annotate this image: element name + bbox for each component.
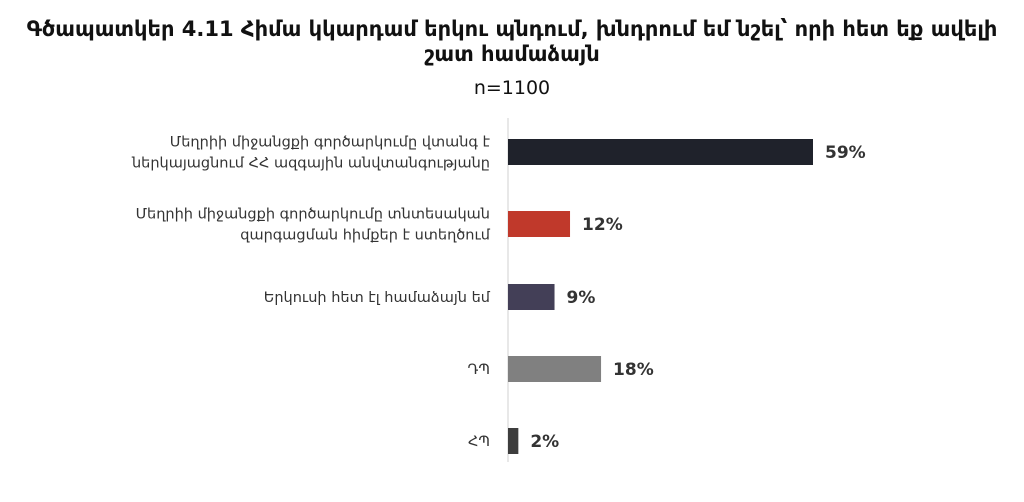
category-label-line: զարգացման հիմքեր է ստեղծում <box>240 228 491 244</box>
value-label-4: 2% <box>530 432 559 452</box>
category-label-line: ներկայացնում ՀՀ ազգային անվտանգությանը <box>131 156 490 172</box>
value-label-0: 59% <box>825 143 866 163</box>
category-label-line: Մեղրիի միջանցքի գործարկումը վտանգ է <box>170 135 491 151</box>
value-label-3: 18% <box>613 360 654 380</box>
category-label-4: ՀՊ <box>468 434 490 450</box>
category-label-0: Մեղրիի միջանցքի գործարկումը վտանգ է ներկա… <box>131 135 491 172</box>
category-label-line: Մեղրիի միջանցքի գործարկումը տնտեսական <box>136 207 490 223</box>
category-label-1: Մեղրիի միջանցքի գործարկումը տնտեսական զար… <box>136 207 491 244</box>
category-label-line: Երկուսի հետ էլ համաձայն եմ <box>264 290 491 306</box>
bar-1 <box>508 211 571 237</box>
category-label-2: Երկուսի հետ էլ համաձայն եմ <box>264 290 491 306</box>
category-label-line: ՀՊ <box>468 434 490 450</box>
bar-2 <box>508 284 555 310</box>
category-label-3: ԴՊ <box>467 362 490 378</box>
value-label-1: 12% <box>582 215 623 235</box>
bar-3 <box>508 356 602 382</box>
category-label-line: ԴՊ <box>467 362 490 378</box>
chart-subtitle: n=1100 <box>473 77 551 99</box>
bar-0 <box>508 139 813 165</box>
value-label-2: 9% <box>567 288 596 308</box>
chart-title: Գծապատկեր 4.11 Հիմա կկարդամ երկու պնդում… <box>26 17 998 66</box>
bar-4 <box>508 428 519 454</box>
